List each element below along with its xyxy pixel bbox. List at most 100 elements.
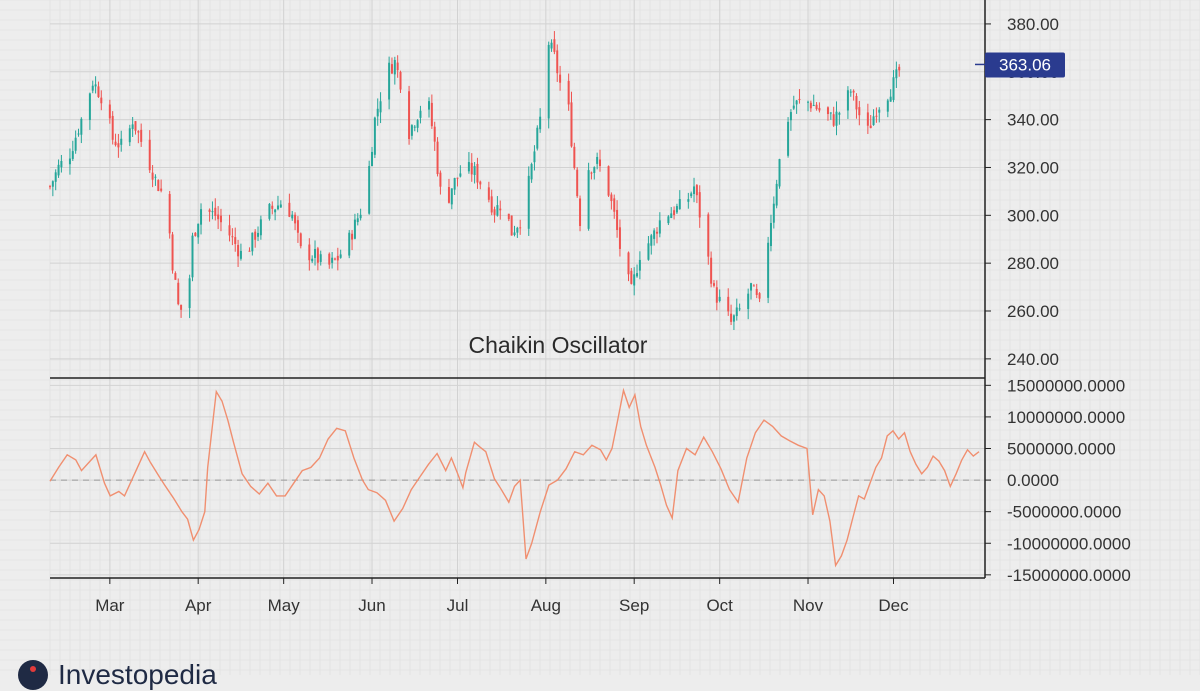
candle-body bbox=[80, 118, 83, 135]
candle-body bbox=[507, 213, 510, 220]
candle-body bbox=[208, 209, 211, 212]
candle-body bbox=[490, 196, 493, 213]
candle-body bbox=[895, 69, 898, 79]
candle-body bbox=[479, 181, 482, 185]
candle-body bbox=[775, 183, 778, 206]
candle-body bbox=[727, 296, 730, 312]
candle-body bbox=[368, 166, 371, 214]
candle-body bbox=[772, 203, 775, 223]
candle-body bbox=[60, 160, 63, 168]
candle-body bbox=[74, 137, 77, 151]
candle-body bbox=[795, 100, 798, 105]
candle-body bbox=[792, 105, 795, 109]
candle-body bbox=[866, 112, 869, 126]
candle-body bbox=[120, 138, 123, 145]
candle-body bbox=[248, 250, 251, 252]
candle-body bbox=[419, 110, 422, 118]
candle-body bbox=[54, 172, 57, 182]
candle-body bbox=[257, 232, 260, 237]
candle-body bbox=[91, 85, 94, 91]
candle-body bbox=[459, 173, 462, 177]
candle-body bbox=[616, 209, 619, 231]
candle-body bbox=[698, 192, 701, 218]
candle-body bbox=[653, 230, 656, 239]
candle-body bbox=[712, 283, 715, 286]
candle-body bbox=[94, 84, 97, 87]
candle-body bbox=[590, 172, 593, 174]
chart-title: Chaikin Oscillator bbox=[469, 332, 648, 358]
candle-body bbox=[678, 199, 681, 210]
candle-body bbox=[849, 91, 852, 93]
candle-body bbox=[114, 141, 117, 146]
price-tick-label: 240.00 bbox=[1007, 350, 1059, 369]
time-axis-ticks: Mar Apr May Jun Jul Aug Sep Oct Nov Dec bbox=[95, 578, 909, 615]
candle-body bbox=[237, 244, 240, 257]
month-tick-label: Dec bbox=[878, 596, 909, 615]
candle-body bbox=[869, 125, 872, 129]
candle-body bbox=[787, 121, 790, 156]
candle-body bbox=[807, 101, 810, 103]
candle-body bbox=[299, 233, 302, 247]
oscillator-series bbox=[49, 387, 985, 568]
candle-body bbox=[838, 112, 841, 115]
candle-body bbox=[416, 120, 419, 128]
candle-body bbox=[815, 104, 818, 110]
candle-body bbox=[251, 232, 254, 252]
candle-body bbox=[217, 214, 220, 220]
candle-body bbox=[211, 211, 214, 213]
candle-body bbox=[769, 222, 772, 247]
candle-body bbox=[715, 287, 718, 303]
candle-body bbox=[752, 285, 755, 287]
candle-body bbox=[97, 86, 100, 98]
candle-body bbox=[832, 114, 835, 126]
month-tick-label: Oct bbox=[706, 596, 733, 615]
candle-body bbox=[371, 151, 374, 167]
major-gridlines bbox=[50, 0, 985, 578]
price-tick-label: 340.00 bbox=[1007, 111, 1059, 130]
brand-watermark: Investopedia bbox=[18, 659, 217, 690]
candle-body bbox=[826, 107, 829, 115]
candle-body bbox=[527, 175, 530, 229]
candle-body bbox=[180, 304, 183, 310]
oscillator-axis-ticks: 15000000.0000 10000000.0000 5000000.0000 0.… bbox=[985, 376, 1131, 585]
candle-body bbox=[254, 231, 257, 240]
candle-body bbox=[835, 111, 838, 126]
candle-body bbox=[593, 167, 596, 173]
candle-body bbox=[388, 62, 391, 100]
candle-body bbox=[353, 219, 356, 239]
candle-body bbox=[758, 293, 761, 299]
price-tick-label: 300.00 bbox=[1007, 206, 1059, 225]
candle-body bbox=[473, 166, 476, 175]
candle-body bbox=[294, 214, 297, 224]
candle-body bbox=[750, 283, 753, 291]
month-tick-label: Mar bbox=[95, 596, 125, 615]
candle-body bbox=[892, 77, 895, 100]
candle-body bbox=[487, 187, 490, 200]
month-tick-label: May bbox=[268, 596, 301, 615]
candle-body bbox=[316, 248, 319, 263]
candle-body bbox=[339, 254, 342, 258]
month-tick-label: Nov bbox=[793, 596, 824, 615]
candle-body bbox=[533, 151, 536, 163]
candle-body bbox=[798, 98, 801, 100]
candle-body bbox=[898, 66, 901, 71]
price-tick-label: 280.00 bbox=[1007, 254, 1059, 273]
candle-body bbox=[829, 112, 832, 114]
candle-body bbox=[436, 141, 439, 175]
candle-body bbox=[393, 60, 396, 75]
candle-body bbox=[148, 139, 151, 171]
candle-body bbox=[140, 129, 143, 142]
candle-body bbox=[732, 315, 735, 322]
oscillator-tick-label: 5000000.0000 bbox=[1007, 439, 1116, 458]
candle-body bbox=[607, 166, 610, 196]
last-price-badge: 363.06 bbox=[975, 52, 1065, 78]
candle-body bbox=[519, 227, 522, 229]
candle-body bbox=[430, 102, 433, 127]
candle-body bbox=[718, 296, 721, 301]
candle-body bbox=[846, 90, 849, 111]
candle-body bbox=[547, 44, 550, 119]
candle-body bbox=[852, 90, 855, 93]
month-tick-label: Jul bbox=[447, 596, 469, 615]
candle-body bbox=[553, 39, 556, 52]
candle-body bbox=[279, 204, 282, 208]
